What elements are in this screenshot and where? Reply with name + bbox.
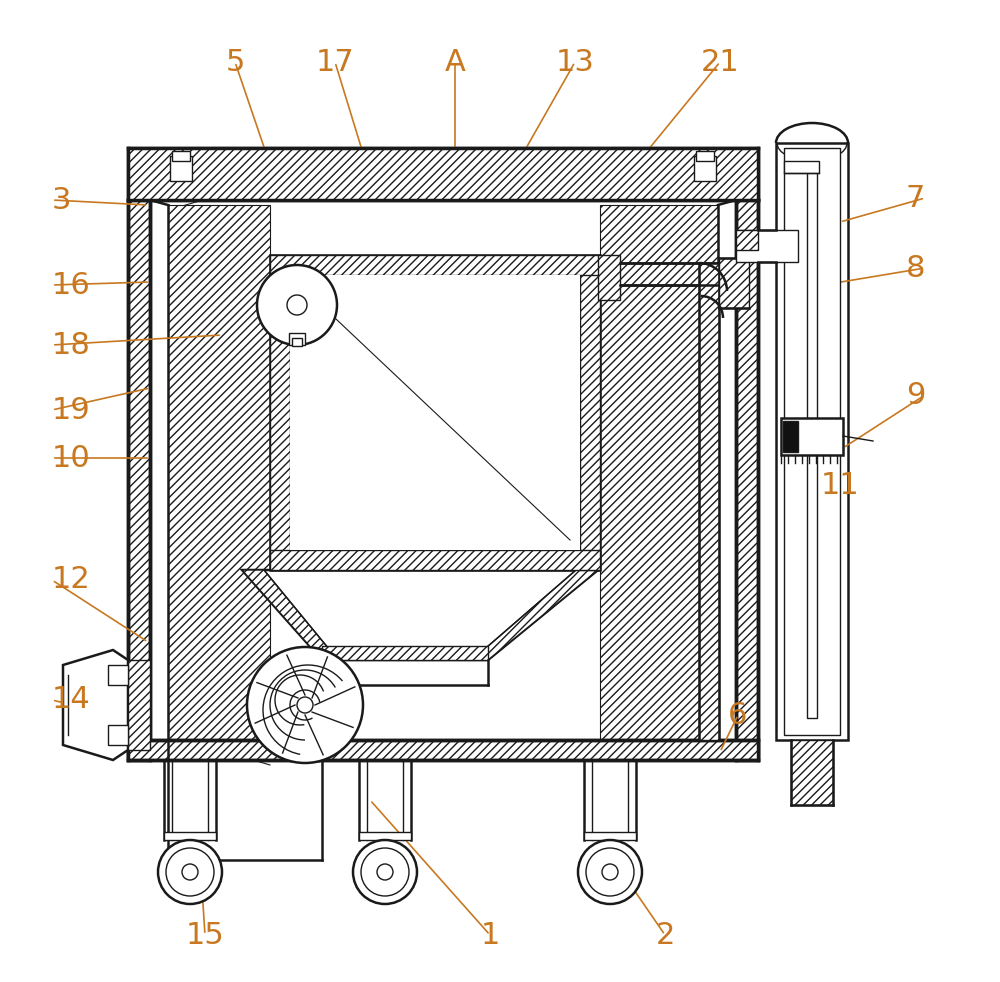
Text: 3: 3 bbox=[52, 186, 72, 214]
Bar bbox=[736, 200, 758, 760]
Text: 8: 8 bbox=[906, 253, 925, 283]
Polygon shape bbox=[472, 570, 598, 660]
Bar bbox=[580, 255, 600, 570]
Text: A: A bbox=[445, 47, 465, 77]
Text: 15: 15 bbox=[186, 920, 224, 950]
Text: 14: 14 bbox=[52, 685, 91, 715]
Bar bbox=[784, 161, 819, 173]
Bar bbox=[791, 740, 833, 805]
Bar bbox=[164, 832, 216, 840]
Polygon shape bbox=[242, 570, 598, 660]
Circle shape bbox=[586, 848, 634, 896]
Circle shape bbox=[158, 840, 222, 904]
Bar bbox=[108, 725, 128, 745]
Polygon shape bbox=[600, 205, 718, 740]
Bar bbox=[108, 665, 128, 685]
Bar bbox=[694, 156, 716, 181]
Polygon shape bbox=[168, 205, 270, 740]
Bar bbox=[322, 646, 488, 660]
Text: 13: 13 bbox=[556, 47, 594, 77]
Bar bbox=[807, 165, 817, 718]
Bar bbox=[128, 200, 150, 760]
Bar bbox=[290, 275, 580, 550]
Bar bbox=[736, 230, 758, 250]
Bar bbox=[784, 148, 840, 735]
Text: 6: 6 bbox=[728, 700, 748, 730]
Polygon shape bbox=[63, 650, 128, 760]
Bar bbox=[359, 832, 411, 840]
Circle shape bbox=[287, 295, 307, 315]
Text: 1: 1 bbox=[480, 920, 500, 950]
Circle shape bbox=[257, 265, 337, 345]
Text: 17: 17 bbox=[316, 47, 354, 77]
Text: 18: 18 bbox=[52, 331, 91, 359]
Text: 21: 21 bbox=[701, 47, 739, 77]
Text: 2: 2 bbox=[655, 920, 675, 950]
Bar bbox=[170, 156, 192, 181]
Bar bbox=[699, 263, 719, 740]
Circle shape bbox=[602, 864, 618, 880]
Text: 5: 5 bbox=[225, 47, 245, 77]
Circle shape bbox=[578, 840, 642, 904]
Circle shape bbox=[182, 864, 198, 880]
Text: 7: 7 bbox=[906, 184, 925, 212]
Bar bbox=[736, 230, 798, 262]
Bar bbox=[270, 255, 290, 570]
Bar bbox=[128, 740, 758, 760]
Text: 10: 10 bbox=[52, 444, 91, 472]
Circle shape bbox=[166, 848, 214, 896]
Polygon shape bbox=[242, 570, 338, 660]
Bar bbox=[128, 148, 758, 200]
Text: 16: 16 bbox=[52, 270, 91, 300]
Bar bbox=[781, 418, 843, 455]
Circle shape bbox=[377, 864, 393, 880]
Text: 19: 19 bbox=[52, 396, 91, 424]
Circle shape bbox=[361, 848, 409, 896]
Bar bbox=[172, 151, 190, 161]
Bar bbox=[776, 143, 848, 740]
Circle shape bbox=[353, 840, 417, 904]
Bar bbox=[289, 333, 305, 345]
Bar bbox=[783, 421, 798, 452]
Bar bbox=[292, 338, 302, 346]
Bar bbox=[696, 151, 714, 161]
Bar bbox=[719, 258, 749, 308]
Bar bbox=[270, 255, 600, 275]
Text: 12: 12 bbox=[52, 566, 91, 594]
Bar bbox=[128, 660, 150, 750]
Bar bbox=[270, 550, 600, 570]
Bar bbox=[584, 832, 636, 840]
Circle shape bbox=[297, 697, 313, 713]
Bar bbox=[270, 255, 600, 570]
Text: 11: 11 bbox=[821, 470, 859, 500]
Text: 9: 9 bbox=[906, 380, 925, 409]
Circle shape bbox=[247, 647, 363, 763]
Bar bbox=[598, 255, 620, 300]
